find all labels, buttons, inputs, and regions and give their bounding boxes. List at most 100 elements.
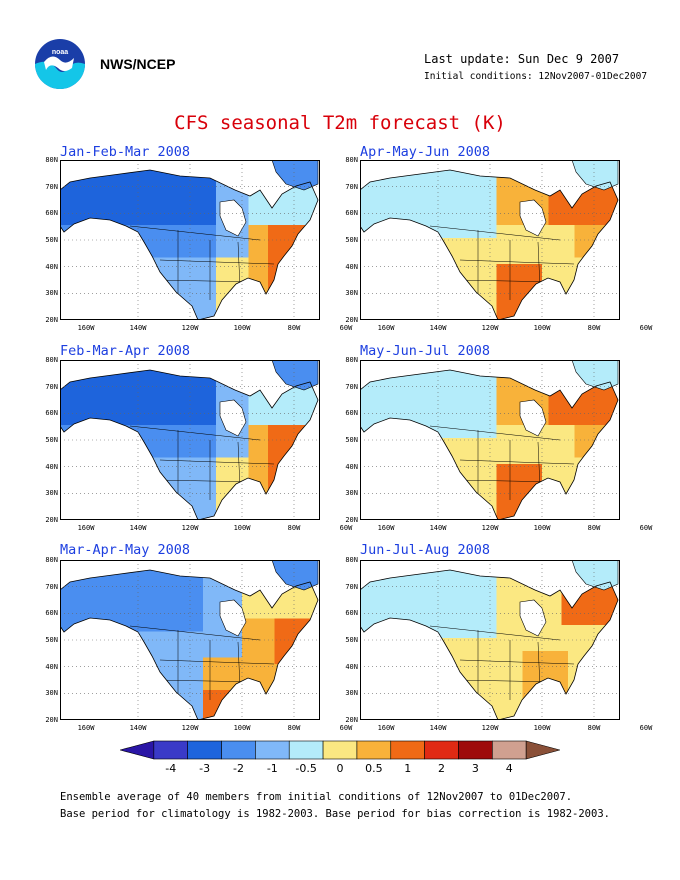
footnote-base-period: Base period for climatology is 1982-2003… [60,808,610,820]
lon-label: 140W [129,524,147,532]
legend-swatch [153,740,188,760]
legend-label: 1 [404,762,412,775]
legend-swatch [288,740,324,760]
lon-label: 140W [129,724,147,732]
lat-label: 30N [345,289,358,298]
legend-swatch [492,740,527,760]
legend-swatch [255,740,290,760]
lat-label: 20N [345,316,358,325]
lat-label: 20N [45,716,58,725]
forecast-map-3 [60,360,320,520]
legend-swatch [356,740,392,760]
lon-label: 80W [287,324,301,332]
lon-label: 160W [377,324,395,332]
lat-label: 70N [45,582,58,591]
panel-title-5: Mar-Apr-May 2008 [60,542,191,558]
lat-label: 70N [45,382,58,391]
lon-label: 60W [339,324,353,332]
lon-label: 80W [587,524,601,532]
lat-label: 50N [345,636,358,644]
panel-title-2: Apr-May-Jun 2008 [360,144,491,160]
legend-swatch [322,740,358,760]
panel-title-1: Jan-Feb-Mar 2008 [60,144,191,160]
lat-label: 80N [345,356,358,364]
legend-label: 3 [471,762,479,775]
lon-label: 120W [481,324,499,332]
lat-label: 20N [45,316,58,325]
lon-label: 140W [429,724,447,732]
lon-label: 160W [77,324,95,332]
forecast-map-6 [360,560,620,720]
lat-label: 40N [345,462,358,471]
lon-label: 60W [339,724,353,732]
lat-label: 40N [45,462,58,471]
lat-label: 80N [345,556,358,564]
lat-label: 40N [45,262,58,271]
lat-label: 80N [45,156,58,164]
lon-label: 120W [181,324,199,332]
last-update-text: Last update: Sun Dec 9 2007 [424,52,620,66]
lat-label: 30N [345,689,358,698]
legend-label: 4 [505,762,513,775]
lat-label: 60N [345,409,358,418]
lon-label: 80W [587,724,601,732]
lat-label: 80N [45,556,58,564]
lat-label: 80N [45,356,58,364]
legend-label: 0.5 [365,762,383,775]
lat-label: 30N [45,689,58,698]
legend-swatch [221,740,256,760]
lat-label: 30N [345,489,358,498]
legend-swatch [390,740,425,760]
legend-label: 0 [336,762,344,775]
noaa-logo: noaa [35,39,85,89]
legend-label: -1 [266,762,278,775]
lon-label: 100W [233,724,251,732]
lat-label: 50N [45,636,58,644]
legend-swatch [187,740,222,760]
lon-label: 60W [639,324,653,332]
lon-label: 60W [639,524,653,532]
lon-label: 100W [533,724,551,732]
lat-label: 40N [345,662,358,671]
page-title: CFS seasonal T2m forecast (K) [174,112,506,134]
lat-label: 70N [345,582,358,591]
lon-label: 160W [77,724,95,732]
lon-label: 120W [181,524,199,532]
panel-title-6: Jun-Jul-Aug 2008 [360,542,491,558]
panel-title-3: Feb-Mar-Apr 2008 [60,343,191,359]
lon-label: 100W [233,524,251,532]
lat-label: 50N [345,236,358,244]
svg-text:noaa: noaa [52,49,68,56]
lat-label: 80N [345,156,358,164]
forecast-map-2 [360,160,620,320]
lon-label: 100W [233,324,251,332]
legend-swatch [424,740,459,760]
lon-label: 100W [533,324,551,332]
legend-label: -2 [232,762,244,775]
color-legend [120,740,560,760]
lon-label: 140W [129,324,147,332]
lon-label: 160W [377,724,395,732]
lat-label: 50N [345,436,358,444]
lat-label: 50N [45,236,58,244]
lon-label: 140W [429,324,447,332]
lat-label: 60N [45,609,58,618]
lon-label: 160W [77,524,95,532]
lat-label: 50N [45,436,58,444]
lat-label: 20N [45,516,58,525]
initial-conditions-text: Initial conditions: 12Nov2007-01Dec2007 [424,71,648,82]
lat-label: 20N [345,716,358,725]
lon-label: 80W [287,524,301,532]
lat-label: 30N [45,489,58,498]
lat-label: 70N [345,182,358,191]
footnote-ensemble: Ensemble average of 40 members from init… [60,791,573,803]
lon-label: 120W [181,724,199,732]
lon-label: 140W [429,524,447,532]
agency-name: NWS/NCEP [100,56,176,72]
lon-label: 120W [481,724,499,732]
lon-label: 60W [339,524,353,532]
forecast-map-4 [360,360,620,520]
lat-label: 70N [345,382,358,391]
lon-label: 160W [377,524,395,532]
legend-label: -0.5 [295,762,317,775]
